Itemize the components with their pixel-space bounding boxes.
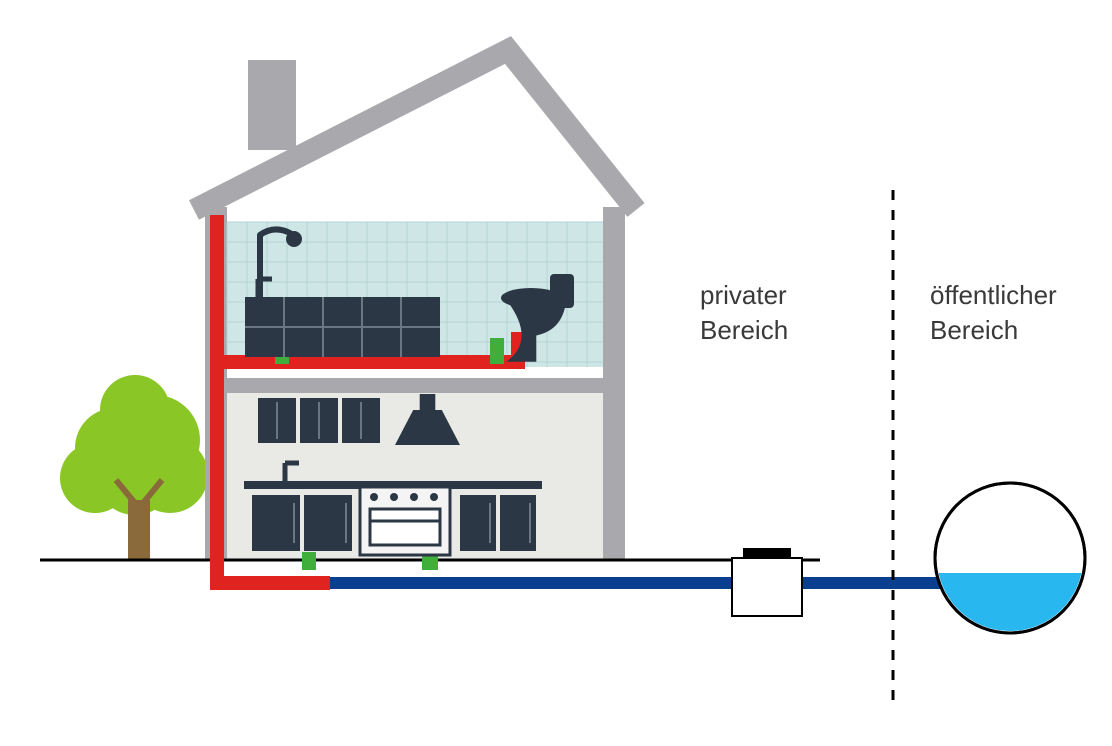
label-private: privater Bereich [700, 278, 788, 348]
label-public: öffentlicher Bereich [930, 278, 1057, 348]
house-sewer-diagram [0, 0, 1112, 746]
